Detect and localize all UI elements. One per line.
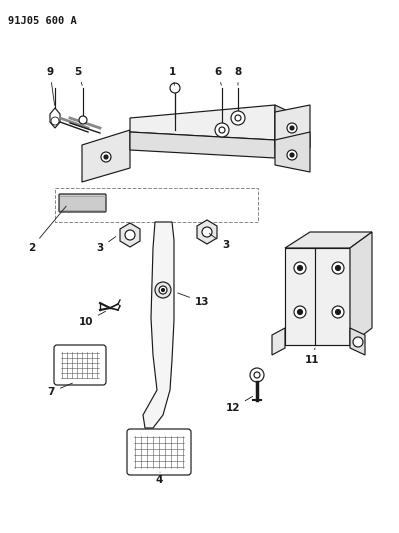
Polygon shape — [82, 130, 130, 182]
Circle shape — [250, 368, 264, 382]
Circle shape — [159, 286, 167, 294]
Text: 10: 10 — [79, 311, 106, 327]
Text: 12: 12 — [225, 397, 253, 413]
Circle shape — [219, 127, 225, 133]
Circle shape — [101, 152, 111, 162]
Circle shape — [294, 306, 306, 318]
Polygon shape — [285, 248, 350, 345]
Circle shape — [290, 153, 294, 157]
Circle shape — [231, 111, 245, 125]
Text: 4: 4 — [155, 472, 163, 485]
Circle shape — [235, 115, 241, 121]
Text: 3: 3 — [97, 237, 116, 253]
FancyBboxPatch shape — [54, 345, 106, 385]
Circle shape — [125, 230, 135, 240]
Text: 11: 11 — [305, 348, 319, 365]
Text: 5: 5 — [74, 67, 82, 85]
Circle shape — [162, 288, 164, 292]
FancyBboxPatch shape — [127, 429, 191, 475]
Circle shape — [202, 227, 212, 237]
Circle shape — [353, 337, 363, 347]
Circle shape — [215, 123, 229, 137]
Polygon shape — [275, 105, 290, 148]
Circle shape — [336, 265, 340, 271]
Polygon shape — [272, 328, 285, 355]
Text: 3: 3 — [209, 233, 229, 250]
Polygon shape — [120, 223, 140, 247]
Polygon shape — [50, 108, 60, 128]
Polygon shape — [275, 132, 310, 172]
Circle shape — [170, 83, 180, 93]
FancyBboxPatch shape — [59, 194, 106, 212]
Circle shape — [155, 282, 171, 298]
Circle shape — [332, 306, 344, 318]
Polygon shape — [130, 105, 275, 140]
Circle shape — [336, 310, 340, 314]
Text: 2: 2 — [28, 206, 66, 253]
Polygon shape — [130, 132, 275, 158]
Circle shape — [294, 262, 306, 274]
Circle shape — [104, 155, 108, 159]
Circle shape — [287, 123, 297, 133]
Polygon shape — [350, 232, 372, 345]
Text: 8: 8 — [234, 67, 242, 85]
Text: 13: 13 — [178, 293, 209, 307]
Text: 9: 9 — [46, 67, 55, 105]
Circle shape — [254, 372, 260, 378]
Circle shape — [290, 126, 294, 130]
Circle shape — [298, 265, 302, 271]
Polygon shape — [350, 328, 365, 355]
Circle shape — [298, 310, 302, 314]
Circle shape — [287, 150, 297, 160]
Polygon shape — [275, 105, 310, 148]
Text: 1: 1 — [168, 67, 176, 85]
Polygon shape — [197, 220, 217, 244]
Polygon shape — [285, 232, 372, 248]
Circle shape — [332, 262, 344, 274]
Text: 7: 7 — [47, 383, 73, 397]
Text: 6: 6 — [214, 67, 221, 85]
Circle shape — [79, 116, 87, 124]
Text: 91J05 600 A: 91J05 600 A — [8, 16, 77, 26]
Polygon shape — [143, 222, 174, 428]
